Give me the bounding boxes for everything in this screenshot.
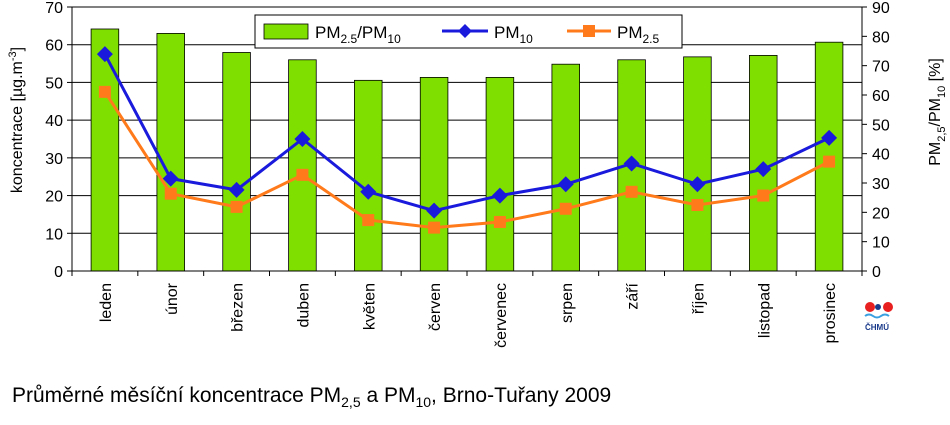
marker-1-8 [625,185,638,198]
bar-1 [156,33,185,272]
axes [67,6,867,276]
bar-9 [683,56,712,272]
tick-labels: 0 10 20 30 40 50 60 70 0 10 20 30 40 50 60 70 80 90 leden ú… [45,0,890,348]
tick-left-7: 70 [45,0,63,17]
tick-right-4: 40 [872,147,890,164]
marker-1-1 [164,187,177,200]
marker-0-0 [96,46,113,63]
marker-0-11 [821,129,838,146]
logo-wave [864,313,890,319]
marker-0-5 [426,202,443,219]
tick-left-6: 60 [45,38,63,55]
y-axis-left-title-tail: ] [9,47,26,51]
tick-x-3: duben [295,283,312,328]
chmu-logo: ČHMÚ [864,302,893,332]
y-axis-right-title-main: PM [927,142,944,166]
tick-right-0: 0 [872,264,881,281]
legend: PM2.5/PM10 PM10 PM2.5 [254,14,683,49]
chart: 0 10 20 30 40 50 60 70 0 10 20 30 40 50 60 70 80 90 leden ú… [7,0,948,348]
legend-label-pm10: PM10 [494,23,533,46]
caption-part-3: , Brno-Tuřany 2009 [431,384,612,407]
y-axis-right-title: PM2,5/PM10 [%] [927,58,948,166]
legend-marker-pm10 [458,24,472,38]
marker-1-3 [296,168,309,181]
marker-0-6 [491,187,508,204]
marker-1-2 [230,200,243,213]
tick-left-5: 50 [45,75,63,92]
y-axis-left-title-sup: -3 [7,51,19,61]
marker-1-10 [757,189,770,202]
legend-marker-pm25 [583,25,595,37]
tick-right-5: 50 [872,117,890,134]
tick-x-1: únor [164,282,181,315]
tick-x-5: červen [427,283,444,331]
marker-0-4 [360,183,377,200]
tick-x-6: červenec [493,283,510,348]
marker-0-2 [228,181,245,198]
marker-0-7 [557,176,574,193]
bar-2 [222,52,251,272]
tick-x-0: leden [98,283,115,322]
marker-1-11 [823,155,836,168]
logo-dot-right [883,302,893,312]
tick-left-1: 10 [45,226,63,243]
bar-series [90,28,844,272]
bar-0 [90,28,120,272]
marker-0-1 [162,170,179,187]
y-axis-left-title-main: koncentrace [µg.m [9,61,26,193]
tick-right-7: 70 [872,59,890,76]
marker-0-10 [755,161,772,178]
bar-5 [419,77,449,272]
tick-x-8: září [625,282,642,309]
y-axis-right-title-mid: /PM [927,98,944,126]
bar-7 [551,63,580,272]
y-axis-right-title-tail: [%] [927,58,944,86]
figure-caption: Průměrné měsíční koncentrace PM2,5 a PM1… [12,384,611,410]
legend-label-pm25: PM2.5 [617,23,660,46]
marker-1-6 [493,215,506,228]
marker-1-7 [559,202,572,215]
tick-right-8: 80 [872,29,890,46]
tick-x-9: říjen [690,283,707,314]
marker-1-0 [98,85,111,98]
tick-x-7: srpen [559,283,576,323]
caption-part-2: a PM [360,384,416,407]
marker-0-3 [294,131,311,147]
line-series [96,46,838,234]
tick-right-2: 20 [872,205,890,222]
caption-sub-1: 2,5 [341,394,361,411]
tick-left-0: 0 [54,264,63,281]
legend-swatch-ratio [263,23,309,40]
y-axis-left-title: koncentrace [µg.m-3] [7,47,26,193]
logo-dot-mid [875,304,881,310]
tick-left-4: 40 [45,113,63,130]
tick-left-3: 30 [45,151,63,168]
tick-right-6: 60 [872,88,890,105]
caption-sub-2: 10 [415,394,432,411]
marker-1-5 [428,221,441,234]
marker-1-4 [362,214,375,227]
tick-x-2: březen [230,283,247,332]
caption-part-1: Průměrné měsíční koncentrace PM [12,384,342,407]
legend-label-ratio: PM2.5/PM10 [315,23,401,46]
tick-right-3: 30 [872,176,890,193]
tick-x-4: květen [361,283,378,330]
bar-3 [288,59,317,272]
marker-0-9 [689,176,706,193]
line-0 [103,53,830,213]
line-1 [103,91,830,230]
tick-x-11: prosinec [822,283,839,343]
tick-x-10: listopad [756,283,773,338]
marker-0-8 [623,155,640,172]
tick-left-2: 20 [45,189,63,206]
marker-1-9 [691,199,704,211]
tick-right-1: 10 [872,235,890,252]
logo-text: ČHMÚ [865,323,889,332]
bar-4 [354,79,383,272]
tick-right-9: 90 [872,0,890,17]
y-axis-right-title-sub: 2,5 [936,126,948,141]
y-axis-right-title-sub2: 10 [936,86,948,98]
bar-6 [485,77,515,272]
logo-dot-left [865,302,875,312]
